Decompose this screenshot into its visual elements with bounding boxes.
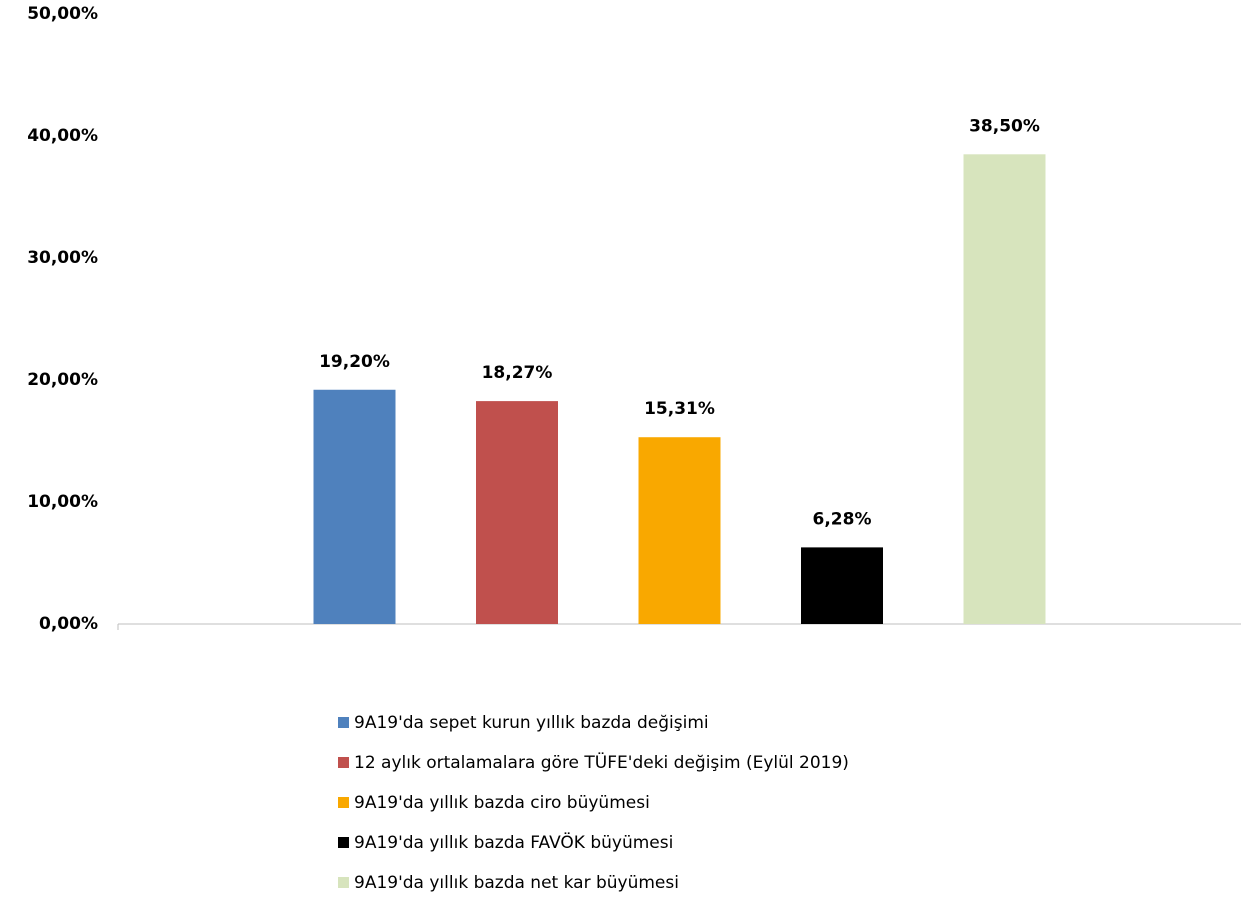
legend-label: 12 aylık ortalamalara göre TÜFE'deki değ… [354,751,849,773]
y-tick-label: 0,00% [39,614,98,634]
data-label: 15,31% [644,399,715,419]
bar [638,437,721,624]
legend-label: 9A19'da sepet kurun yıllık bazda değişim… [354,713,709,733]
bar [476,401,558,624]
y-tick-label: 10,00% [27,492,98,512]
legend-swatch [338,717,349,728]
legend-swatch [338,837,349,848]
legend-label: 9A19'da yıllık bazda FAVÖK büyümesi [354,831,673,853]
legend-label: 9A19'da yıllık bazda ciro büyümesi [354,793,650,813]
y-tick-label: 40,00% [27,126,98,146]
y-tick-label: 30,00% [27,248,98,268]
legend-swatch [338,757,349,768]
data-label: 6,28% [813,509,872,529]
bar [313,389,396,624]
legend-swatch [338,797,349,808]
legend-label: 9A19'da yıllık bazda net kar büyümesi [354,873,679,893]
y-tick-label: 20,00% [27,370,98,390]
y-tick-label: 50,00% [27,4,98,24]
data-label: 18,27% [482,363,553,383]
bar [801,547,883,624]
data-label: 19,20% [319,352,390,372]
legend-swatch [338,877,349,888]
bar [963,154,1046,625]
data-label: 38,50% [969,116,1040,136]
